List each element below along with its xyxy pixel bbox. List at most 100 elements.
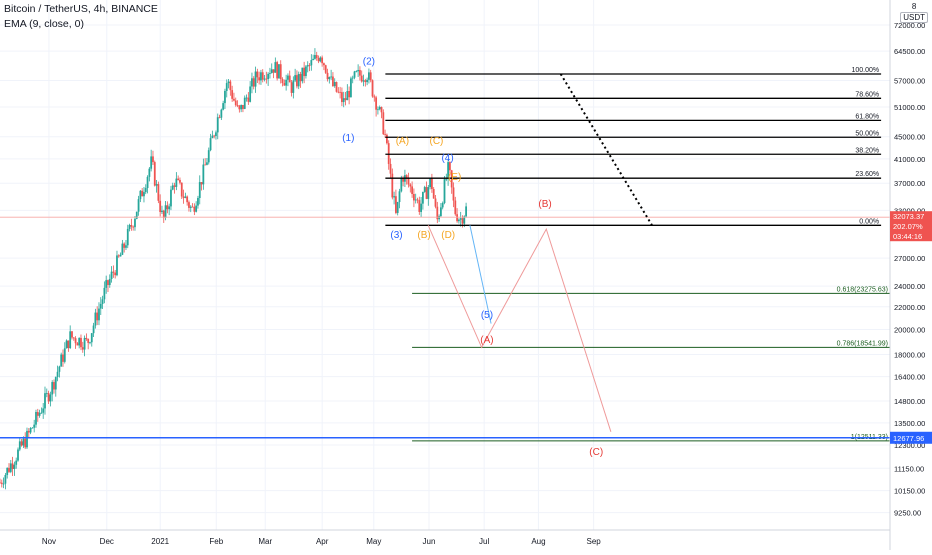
candle-body [87, 338, 90, 343]
candle [116, 250, 118, 277]
candle [103, 281, 106, 304]
candle [276, 60, 279, 81]
candle-body [456, 214, 458, 222]
candle-body [319, 57, 322, 62]
candle [213, 134, 216, 139]
candle-body [240, 104, 243, 110]
ema-indicator-label[interactable]: EMA (9, close, 0) [4, 18, 84, 30]
candle-body [60, 354, 63, 367]
candle-body [89, 342, 91, 344]
candle [107, 279, 109, 293]
currency-unit-button[interactable]: USDT [900, 12, 928, 23]
candle-body [251, 78, 253, 87]
candle-body [58, 366, 61, 372]
candle-body [204, 164, 207, 166]
symbol-title[interactable]: Bitcoin / TetherUS, 4h, BINANCE [4, 3, 158, 15]
candle-body [405, 175, 408, 179]
candle-body [31, 427, 34, 429]
candle-body [197, 197, 199, 206]
candle-body [42, 408, 45, 413]
candle [269, 67, 271, 79]
grid-lines [0, 0, 890, 530]
candle [371, 79, 374, 98]
candle [441, 201, 444, 210]
candle [224, 88, 226, 110]
candle-body [380, 107, 383, 113]
time-tick-label: Nov [42, 537, 56, 546]
candle [220, 108, 223, 121]
candle [353, 70, 356, 80]
candle-body [377, 109, 379, 111]
candle-body [267, 73, 270, 80]
candle [283, 79, 286, 86]
candle-body [18, 441, 21, 450]
candle [69, 325, 72, 350]
candle-body [179, 179, 181, 183]
candle-body [294, 75, 297, 81]
candle [409, 183, 412, 193]
candle-body [387, 143, 390, 164]
candle-body [153, 162, 156, 186]
candle [155, 179, 158, 193]
dotted-trendline [559, 73, 653, 226]
candle [101, 295, 104, 309]
candle-body [287, 75, 289, 80]
candle [287, 73, 289, 87]
candle [60, 352, 63, 367]
candle [274, 57, 277, 73]
candle [159, 194, 162, 217]
candle-body [17, 449, 19, 461]
candle [393, 191, 396, 205]
candle [396, 201, 399, 216]
candle [17, 447, 19, 462]
candle [342, 91, 345, 108]
candle-body [279, 64, 282, 80]
candle-body [423, 187, 426, 192]
support-price-label: 12677.96 [890, 431, 932, 444]
candle [110, 266, 113, 283]
candle-body [20, 441, 23, 446]
candle [72, 337, 75, 341]
candle [459, 211, 462, 227]
candle [332, 72, 334, 88]
candle-body [368, 72, 370, 80]
candle-body [332, 76, 334, 86]
candle [344, 92, 347, 106]
candle-body [269, 72, 271, 74]
candle [328, 76, 331, 84]
candle [198, 175, 201, 205]
candle-body [233, 98, 235, 101]
candle-body [168, 206, 171, 210]
candle-body [99, 303, 102, 309]
candle [310, 54, 313, 71]
candle [231, 85, 234, 102]
candle [135, 211, 138, 220]
candle-body [389, 163, 392, 174]
candle [146, 175, 149, 194]
candle-body [366, 79, 369, 83]
candle-body [117, 255, 120, 257]
candle [272, 69, 275, 79]
candle-body [457, 219, 460, 222]
candle-body [182, 196, 185, 198]
candle-body [375, 97, 378, 110]
candle-body [278, 64, 280, 79]
price-tick-label: 51000.00 [894, 103, 925, 112]
candle [94, 308, 97, 329]
candle-body [265, 78, 268, 80]
candle [254, 66, 257, 93]
candle-body [281, 79, 284, 84]
candle [448, 161, 451, 176]
candle [35, 409, 37, 428]
candle [373, 94, 376, 102]
candle [207, 147, 210, 165]
candle-body [180, 182, 183, 197]
wave-label: (D) [441, 230, 455, 241]
candle [413, 188, 415, 208]
candle [186, 195, 189, 206]
candle [427, 184, 430, 206]
candle [195, 201, 198, 213]
candle [333, 78, 336, 88]
